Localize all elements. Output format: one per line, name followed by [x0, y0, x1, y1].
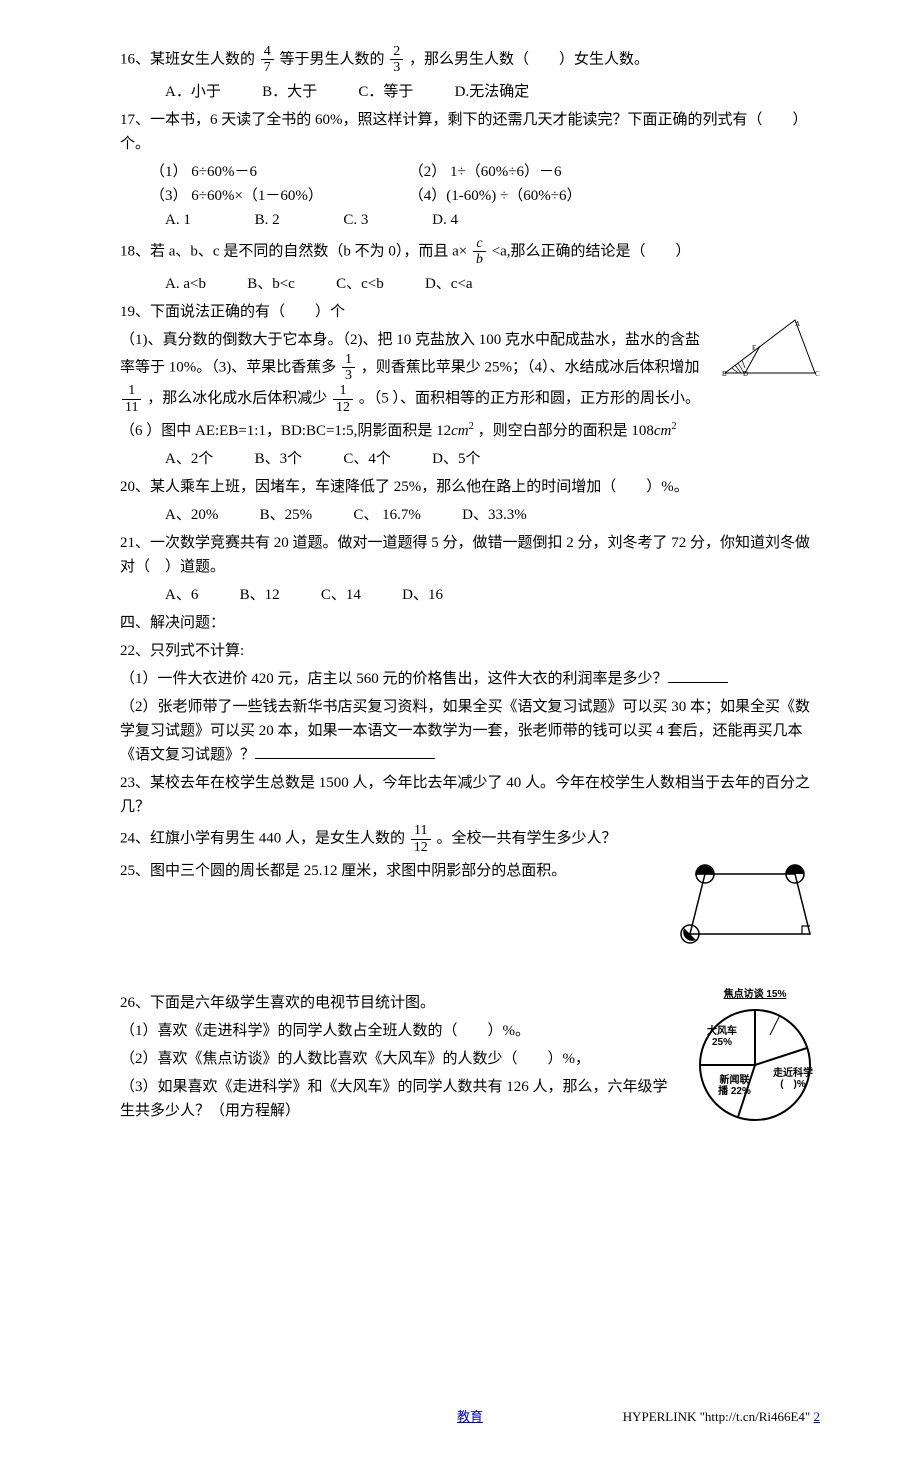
option-b: B、25%	[260, 503, 313, 527]
option-c: C、4个	[343, 447, 391, 471]
fraction-1-3: 13	[342, 352, 355, 384]
fraction-1-11: 111	[122, 383, 141, 415]
question-18: 18、若 a、b、c 是不同的自然数（b 不为 0），而且 a× cb <a,那…	[120, 236, 820, 268]
question-24: 24、红旗小学有男生 440 人，是女生人数的 1112 。全校一共有学生多少人…	[120, 823, 820, 855]
footer-edu-link[interactable]: 教育	[457, 1409, 483, 1424]
q21-options: A、6 B、12 C、14 D、16	[165, 583, 820, 607]
q19-text: （6 ）图中 AE:EB=1:1，BD:BC=1:5,阴影面积是 12	[120, 423, 451, 439]
option-a: A. a<b	[165, 272, 206, 296]
pie-label-sci: 走近科学( )%	[768, 1068, 818, 1090]
option-d: D、5个	[432, 447, 480, 471]
trapezoid-figure	[680, 859, 820, 957]
fraction-11-12: 1112	[411, 823, 431, 855]
label-a: A	[795, 320, 800, 328]
fraction-1-12: 112	[333, 383, 353, 415]
question-19-6: （6 ）图中 AE:EB=1:1，BD:BC=1:5,阴影面积是 12cm2 ，…	[120, 419, 820, 443]
option-a: A. 1	[165, 208, 191, 232]
option-c: C、14	[321, 583, 361, 607]
fraction-2-3: 23	[390, 44, 403, 76]
sq: 2	[469, 421, 474, 432]
q17-sub2: （2） 1÷（60%÷6）－6	[409, 164, 562, 180]
option-d: D、33.3%	[462, 503, 527, 527]
option-b: B. 2	[255, 208, 280, 232]
q16-text: 等于男生人数的	[280, 51, 385, 67]
blank	[255, 743, 435, 759]
question-20: 20、某人乘车上班，因堵车，车速降低了 25%，那么他在路上的时间增加（ ）%。	[120, 475, 820, 499]
label-e: E	[752, 344, 756, 352]
footer-right: HYPERLINK "http://t.cn/Ri466E4" 2	[623, 1407, 820, 1428]
label-b: B	[722, 370, 727, 378]
option-c: C、 16.7%	[353, 503, 421, 527]
pie-label-wind: 大风车25%	[702, 1026, 742, 1048]
q22-1-text: （1）一件大衣进价 420 元，店主以 560 元的价格售出，这件大衣的利润率是…	[120, 671, 668, 687]
option-c: C．等于	[358, 80, 413, 104]
q19-text: ，则空白部分的面积是 108	[478, 423, 654, 439]
q17-sub4: （4）(1-60%) ÷（60%÷6）	[409, 188, 582, 204]
q17-options: A. 1 B. 2 C. 3 D. 4	[165, 208, 820, 232]
q20-options: A、20% B、25% C、 16.7% D、33.3%	[165, 503, 820, 527]
footer-page-link[interactable]: 2	[814, 1409, 821, 1424]
question-22-title: 22、只列式不计算:	[120, 639, 820, 663]
page-footer: 教育 HYPERLINK "http://t.cn/Ri466E4" 2	[120, 1407, 820, 1428]
pie-chart-figure: 焦点访谈 15% 大风车25% 走近科学( )% 新闻联播 22%	[690, 987, 820, 1197]
q19-options: A、2个 B、3个 C、4个 D、5个	[165, 447, 820, 471]
pie-label-news: 新闻联播 22%	[712, 1075, 757, 1097]
fraction-4-7: 47	[261, 44, 274, 76]
option-d: D. 4	[432, 208, 458, 232]
question-19-title: 19、下面说法正确的有（ ）个	[120, 300, 820, 324]
q19-text: 。（5 ）、面积相等的正方形和圆，正方形的周长小。	[359, 391, 700, 407]
q17-sub: （1） 6÷60%－6 （2） 1÷（60%÷6）－6	[150, 160, 820, 184]
option-b: B、12	[240, 583, 280, 607]
q17-sub1: （1） 6÷60%－6	[150, 160, 405, 184]
option-b: B、b<c	[247, 272, 295, 296]
question-22-2: （2）张老师带了一些钱去新华书店买复习资料，如果全买《语文复习试题》可以买 30…	[120, 695, 820, 767]
label-c: C	[815, 370, 820, 378]
q17-sub3: （3） 6÷60%×（1－60%）	[150, 184, 405, 208]
section-4-title: 四、解决问题：	[120, 611, 820, 635]
question-22-1: （1）一件大衣进价 420 元，店主以 560 元的价格售出，这件大衣的利润率是…	[120, 667, 820, 691]
triangle-figure: A E B D C	[720, 318, 820, 386]
question-17: 17、一本书，6 天读了全书的 60%，照这样计算，剩下的还需几天才能读完？下面…	[120, 108, 820, 156]
option-c: C. 3	[343, 208, 368, 232]
q19-text: ，那么冰化成水后体积减少	[147, 391, 327, 407]
cm2: cm	[654, 423, 672, 439]
cm2: cm	[451, 423, 469, 439]
option-a: A、20%	[165, 503, 218, 527]
q18-text: <a,那么正确的结论是（ ）	[492, 243, 691, 259]
q24-text: 24、红旗小学有男生 440 人，是女生人数的	[120, 830, 405, 846]
sq: 2	[671, 421, 676, 432]
option-d: D、16	[402, 583, 443, 607]
option-c: C、c<b	[336, 272, 384, 296]
blank	[668, 667, 728, 683]
option-b: B、3个	[255, 447, 303, 471]
pie-label-focus: 焦点访谈 15%	[690, 987, 820, 1003]
q19-text: ，则香蕉比苹果少 25%；（4）、水结成冰后体积增加	[361, 359, 700, 375]
q18-options: A. a<b B、b<c C、c<b D、c<a	[165, 272, 820, 296]
option-a: A．小于	[165, 80, 221, 104]
option-b: B．大于	[262, 80, 317, 104]
q18-text: 18、若 a、b、c 是不同的自然数（b 不为 0），而且 a×	[120, 243, 467, 259]
q16-text: ，那么男生人数（ ）女生人数。	[409, 51, 649, 67]
question-16: 16、某班女生人数的 47 等于男生人数的 23 ，那么男生人数（ ）女生人数。	[120, 44, 820, 76]
q16-text: 16、某班女生人数的	[120, 51, 255, 67]
option-d: D.无法确定	[455, 80, 530, 104]
q24-text: 。全校一共有学生多少人？	[437, 830, 617, 846]
q16-options: A．小于 B．大于 C．等于 D.无法确定	[165, 80, 820, 104]
fraction-c-b: cb	[473, 236, 486, 268]
option-d: D、c<a	[425, 272, 473, 296]
question-21: 21、一次数学竞赛共有 20 道题。做对一道题得 5 分，做错一题倒扣 2 分，…	[120, 531, 820, 579]
footer-hyperlink-text: HYPERLINK "http://t.cn/Ri466E4"	[623, 1409, 814, 1424]
question-23: 23、某校去年在校学生总数是 1500 人，今年比去年减少了 40 人。今年在校…	[120, 771, 820, 819]
q17-sub: （3） 6÷60%×（1－60%） （4）(1-60%) ÷（60%÷6）	[150, 184, 820, 208]
option-a: A、2个	[165, 447, 213, 471]
option-a: A、6	[165, 583, 198, 607]
q22-2-text: （2）张老师带了一些钱去新华书店买复习资料，如果全买《语文复习试题》可以买 30…	[120, 699, 810, 763]
label-d: D	[743, 370, 748, 378]
question-19-body: （1)、真分数的倒数大于它本身。（2)、把 10 克盐放入 100 克水中配成盐…	[120, 328, 820, 416]
